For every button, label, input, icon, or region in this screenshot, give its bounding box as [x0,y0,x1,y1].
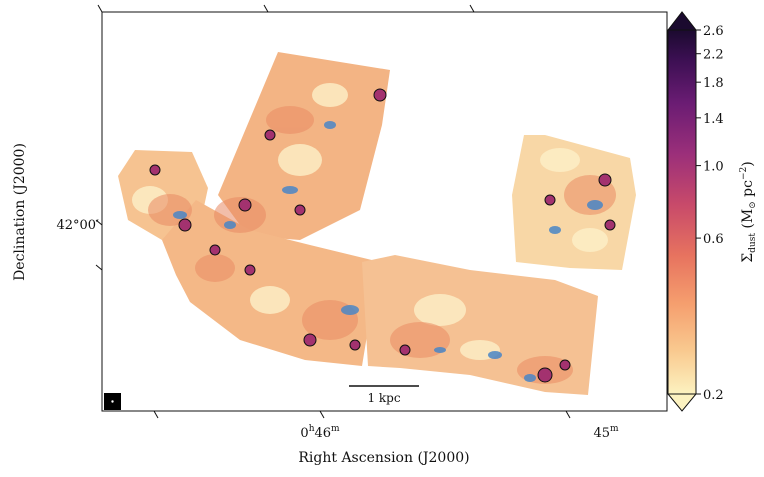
colorbar-tick-label: 2.6 [703,24,724,39]
colorbar-tick-label: 2.2 [703,48,724,63]
ytick-label-42deg: 42°00′ [56,218,99,233]
colorbar-body [667,29,697,395]
colorbar-tick-label: 0.6 [703,232,724,247]
colorbar [666,11,698,412]
colorbar-tick-label: 1.4 [703,112,724,127]
colorbar-ticks: 2.6 2.2 1.8 1.4 1.0 0.6 0.2 [696,24,724,403]
xtick-label-0h46m: 0h46m [300,424,340,441]
xtick-label-45m: 45m [593,424,619,441]
bottom-ticks [153,410,571,419]
dust-map [118,52,636,395]
x-axis-label: Right Ascension (J2000) [298,450,469,466]
scale-bar-label: 1 kpc [367,391,400,405]
colorbar-tick-label: 0.2 [703,388,724,403]
colorbar-extend-bottom [666,393,698,412]
colorbar-extend-top [666,11,698,31]
colorbar-tick-label: 1.0 [703,160,724,175]
left-ticks [95,219,103,271]
colorbar-label: Σdust (M⊙ pc−2) [739,161,758,263]
y-axis-label: Declination (J2000) [12,143,28,281]
top-ticks [97,4,475,13]
colorbar-tick-label: 1.8 [703,76,724,91]
